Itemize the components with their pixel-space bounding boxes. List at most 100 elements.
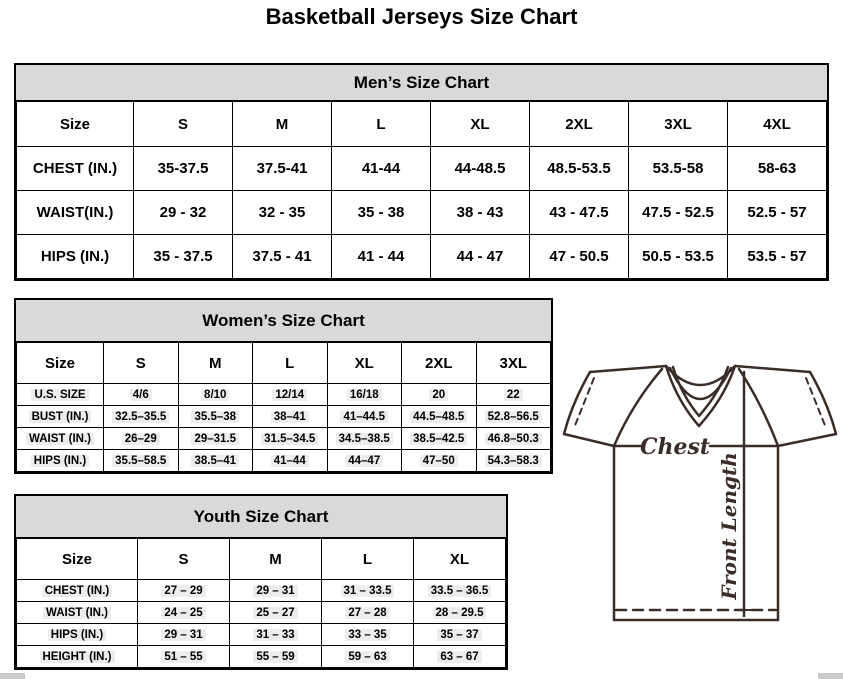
size-value-text: 43 - 47.5 (549, 204, 609, 221)
row-label-text: HIPS (IN.) (47, 628, 107, 641)
size-value-cell: 55 – 59 (229, 645, 322, 668)
row-label-text: CHEST (IN.) (41, 584, 113, 597)
size-value-cell: 32.5–35.5 (103, 405, 179, 428)
table-row: WAIST (IN.) 26–29 29–31.5 31.5–34.5 34.5–38.… (16, 427, 551, 450)
horizontal-scrollbar-left-button[interactable] (0, 673, 25, 679)
size-value-cell: 35 - 37.5 (133, 234, 233, 279)
womens-size-chart: Women’s Size Chart Size S M L XL 2XL 3XL U.S. S… (14, 298, 553, 474)
column-header: 2XL (401, 342, 477, 384)
size-value-cell: 43 - 47.5 (529, 190, 629, 235)
size-value-text: 35 - 38 (357, 204, 405, 221)
size-value-cell: 63 – 67 (413, 645, 506, 668)
row-label: CHEST (IN.) (16, 579, 138, 602)
size-value-text: 25 – 27 (253, 606, 298, 619)
size-value-cell: 16/18 (326, 383, 402, 406)
size-value-cell: 47–50 (401, 449, 477, 472)
horizontal-scrollbar-right-button[interactable] (818, 673, 843, 679)
size-value-text: 41–44.5 (340, 410, 389, 423)
size-value-cell: 44.5–48.5 (401, 405, 477, 428)
size-value-text: 16/18 (346, 388, 382, 401)
size-value-cell: 35.5–58.5 (103, 449, 179, 472)
column-header: Size (16, 342, 104, 384)
measurement-lines (612, 370, 780, 618)
size-value-cell: 33 – 35 (321, 623, 414, 646)
size-value-cell: 24 – 25 (137, 601, 230, 624)
row-label: WAIST (IN.) (16, 427, 104, 450)
row-label-text: BUST (IN.) (28, 410, 92, 423)
size-value-text: 46.8–50.3 (484, 432, 542, 445)
size-value-text: 33.5 – 36.5 (427, 584, 492, 597)
size-value-cell: 38 - 43 (430, 190, 530, 235)
womens-size-table: Size S M L XL 2XL 3XL U.S. SIZE 4/6 8/10 12/14 16/1… (16, 342, 551, 472)
size-value-cell: 53.5-58 (628, 146, 728, 191)
size-value-text: 32.5–35.5 (112, 410, 170, 423)
size-value-cell: 47.5 - 52.5 (628, 190, 728, 235)
size-value-text: 8/10 (201, 388, 230, 401)
size-value-text: 44-48.5 (454, 160, 506, 177)
size-value-cell: 38–41 (252, 405, 328, 428)
size-value-text: 34.5–38.5 (335, 432, 393, 445)
column-header: 2XL (529, 101, 629, 147)
column-header: M (177, 342, 253, 384)
row-label-text: CHEST (IN.) (32, 160, 118, 177)
column-header: L (321, 538, 414, 580)
column-header: L (252, 342, 328, 384)
size-value-cell: 54.3–58.3 (475, 449, 551, 472)
size-value-cell: 53.5 - 57 (727, 234, 827, 279)
size-value-cell: 29 – 31 (229, 579, 322, 602)
size-value-text: 12/14 (272, 388, 308, 401)
table-row: BUST (IN.) 32.5–35.5 35.5–38 38–41 41–44.5 44… (16, 405, 551, 428)
size-value-text: 59 – 63 (345, 650, 390, 663)
size-value-cell: 22 (475, 383, 551, 406)
size-value-text: 38–41 (270, 410, 309, 423)
column-header: Size (16, 538, 138, 580)
size-value-text: 27 – 29 (161, 584, 206, 597)
size-value-cell: 33.5 – 36.5 (413, 579, 506, 602)
size-value-text: 29 – 31 (161, 628, 206, 641)
size-value-cell: 51 – 55 (137, 645, 230, 668)
youth-chart-title: Youth Size Chart (16, 496, 506, 538)
size-value-text: 41 - 44 (357, 248, 405, 265)
womens-chart-title: Women’s Size Chart (16, 300, 551, 342)
left-cuff-stitch (573, 377, 595, 429)
size-value-text: 24 – 25 (161, 606, 206, 619)
size-value-cell: 35-37.5 (133, 146, 233, 191)
row-label-text: WAIST(IN.) (36, 204, 114, 221)
row-label: HIPS (IN.) (16, 449, 104, 472)
size-value-cell: 35 - 38 (331, 190, 431, 235)
size-value-cell: 8/10 (177, 383, 253, 406)
size-value-text: 20 (429, 388, 449, 401)
mens-size-chart: Men’s Size Chart Size S M L XL 2XL 3XL 4XL CHEST… (14, 63, 829, 281)
size-value-text: 26–29 (121, 432, 160, 445)
size-value-text: 41-44 (361, 160, 401, 177)
row-label-text: HEIGHT (IN.) (39, 650, 115, 663)
size-value-cell: 47 - 50.5 (529, 234, 629, 279)
size-value-cell: 27 – 29 (137, 579, 230, 602)
size-value-text: 37.5-41 (256, 160, 308, 177)
size-value-cell: 35.5–38 (177, 405, 253, 428)
column-header: M (229, 538, 322, 580)
size-value-cell: 4/6 (103, 383, 179, 406)
size-value-text: 50.5 - 53.5 (642, 248, 714, 265)
size-value-text: 33 – 35 (345, 628, 390, 641)
column-header: XL (430, 101, 530, 147)
mens-size-table: Size S M L XL 2XL 3XL 4XL CHEST (IN.) 35-37.5 37.5… (16, 101, 827, 279)
size-value-text: 22 (503, 388, 523, 401)
size-value-text: 53.5-58 (652, 160, 704, 177)
size-value-text: 52.8–56.5 (484, 410, 542, 423)
size-value-text: 37.5 - 41 (252, 248, 312, 265)
size-value-text: 55 – 59 (253, 650, 298, 663)
size-value-cell: 34.5–38.5 (326, 427, 402, 450)
row-label-text: WAIST (IN.) (26, 432, 94, 445)
column-header-row: Size S M L XL 2XL 3XL (16, 342, 551, 384)
column-header: XL (413, 538, 506, 580)
size-value-text: 52.5 - 57 (747, 204, 807, 221)
youth-size-table: Size S M L XL CHEST (IN.) 27 – 29 29 – 31 31 – 3… (16, 538, 506, 668)
size-value-cell: 35 – 37 (413, 623, 506, 646)
size-value-cell: 38.5–42.5 (401, 427, 477, 450)
table-row: WAIST(IN.) 29 - 32 32 - 35 35 - 38 38 - 43 43… (16, 190, 827, 235)
size-value-text: 35 – 37 (437, 628, 482, 641)
size-value-cell: 29 - 32 (133, 190, 233, 235)
column-header: 3XL (475, 342, 551, 384)
size-value-cell: 41-44 (331, 146, 431, 191)
